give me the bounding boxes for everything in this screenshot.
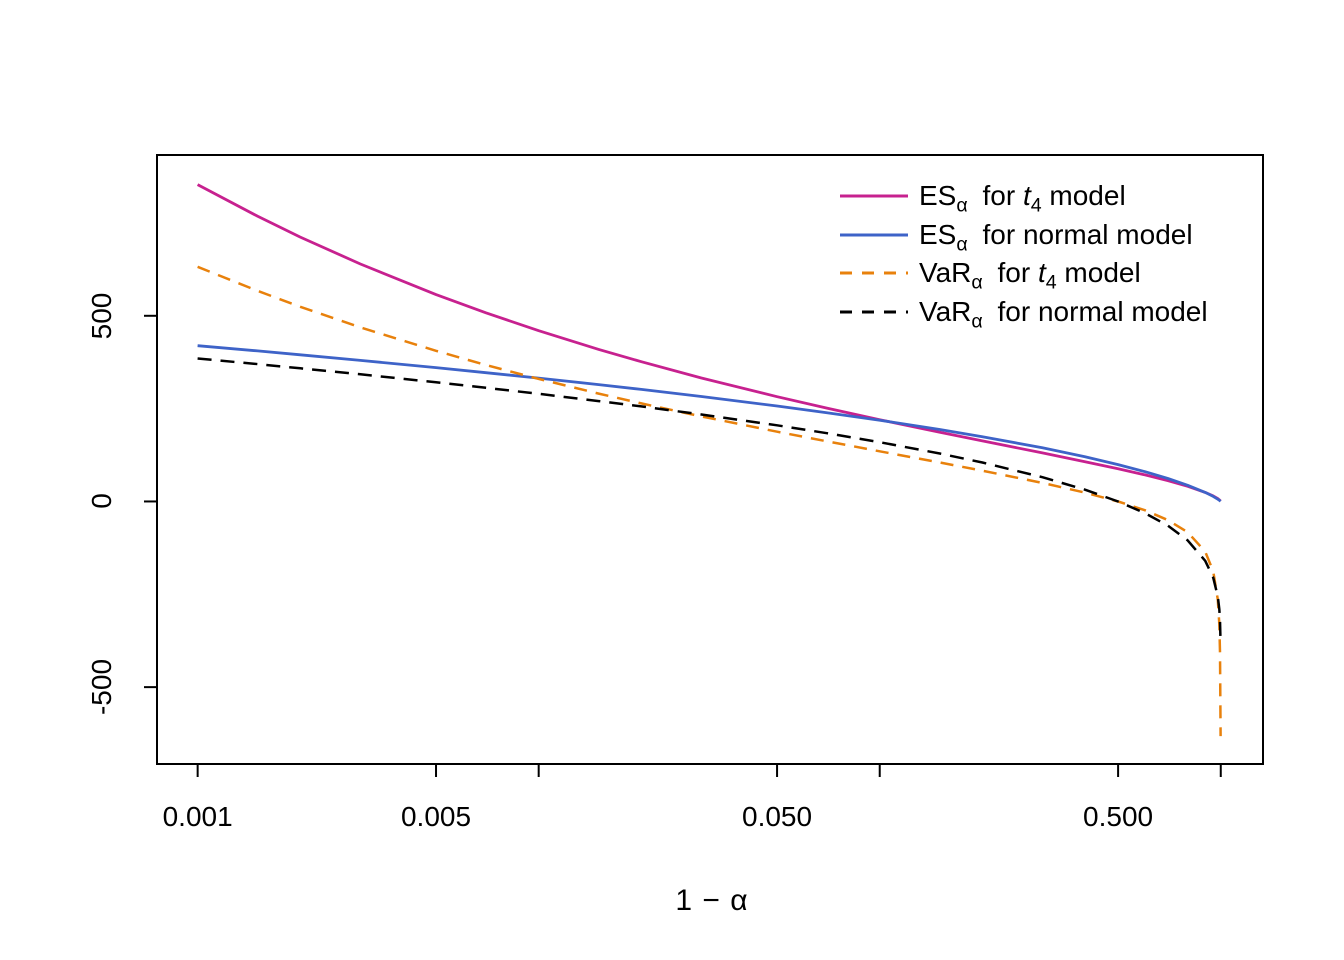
x-tick-label: 0.500: [1083, 801, 1154, 832]
y-tick-label: 0: [86, 493, 117, 510]
legend-line-sample: [840, 310, 908, 313]
plot-box: [156, 154, 1264, 765]
legend-label: ESα for normal model: [919, 218, 1193, 256]
x-axis-title: 1 − α: [675, 884, 749, 917]
legend-line-sample: [840, 233, 908, 236]
y-tick-label: -500: [86, 659, 117, 716]
legend-label: VaRα for t4 model: [919, 257, 1141, 294]
legend-line-sample: [840, 194, 908, 198]
legend-label: ESα for t4 model: [919, 180, 1126, 217]
x-tick-label: 0.001: [162, 801, 233, 832]
legend-line-sample: [840, 271, 908, 275]
legend-label: VaRα for normal model: [919, 295, 1208, 333]
legend-item-es-t4: ESα for t4 model: [840, 180, 1126, 217]
legend-item-es-normal: ESα for normal model: [840, 218, 1193, 256]
y-tick-label: 500: [86, 292, 117, 340]
series-line-var-normal: [197, 357, 1222, 645]
series-line-var-t4: [197, 265, 1222, 737]
legend-item-var-normal: VaRα for normal model: [840, 295, 1208, 333]
legend-item-var-t4: VaRα for t4 model: [840, 257, 1141, 294]
x-tick-label: 0.050: [742, 801, 813, 832]
series-line-es-normal: [197, 344, 1222, 503]
x-tick-label: 0.005: [400, 801, 472, 832]
